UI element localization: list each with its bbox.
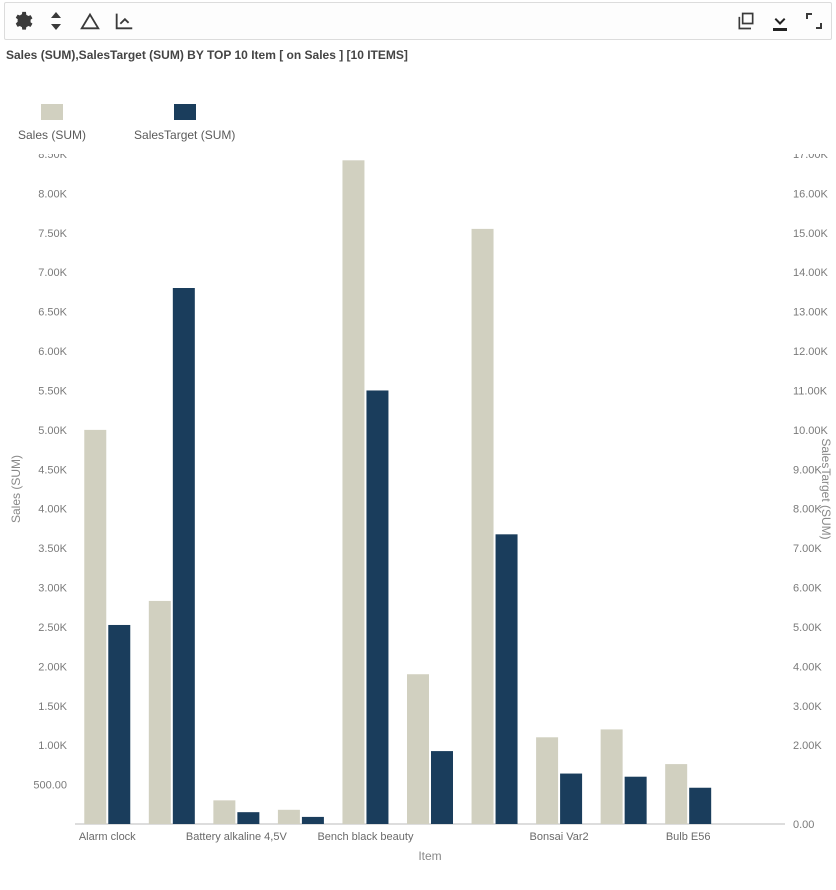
- legend-item-sales[interactable]: Sales (SUM): [18, 104, 86, 142]
- y-right-tick: 3.00K: [793, 701, 822, 713]
- toolbar-left: [11, 10, 135, 32]
- bar-target[interactable]: [108, 625, 130, 824]
- y-right-tick: 6.00K: [793, 583, 822, 595]
- bar-sales[interactable]: [84, 430, 106, 824]
- bar-sales[interactable]: [665, 764, 687, 824]
- bar-target[interactable]: [237, 812, 259, 824]
- bar-target[interactable]: [173, 288, 195, 824]
- legend: Sales (SUM) SalesTarget (SUM): [0, 66, 836, 142]
- legend-swatch-sales: [41, 104, 63, 120]
- y-right-tick: 9.00K: [793, 464, 822, 476]
- bar-target[interactable]: [302, 817, 324, 824]
- y-left-tick: 7.50K: [38, 228, 67, 240]
- y-right-tick: 0.00: [793, 819, 814, 831]
- y-right-tick: 4.00K: [793, 661, 822, 673]
- y-right-tick: 14.00K: [793, 267, 829, 279]
- y-right-tick: 12.00K: [793, 346, 829, 358]
- y-left-tick: 2.00K: [38, 661, 67, 673]
- x-axis-title: Item: [418, 849, 441, 863]
- legend-label: SalesTarget (SUM): [134, 128, 235, 142]
- x-category-label: Bonsai Var2: [530, 831, 589, 843]
- axisL-icon[interactable]: [113, 10, 135, 32]
- bar-target[interactable]: [689, 788, 711, 824]
- y-left-tick: 3.50K: [38, 543, 67, 555]
- y-left-tick: 1.50K: [38, 701, 67, 713]
- y-left-tick: 6.00K: [38, 346, 67, 358]
- bar-target[interactable]: [625, 777, 647, 824]
- bar-target[interactable]: [366, 390, 388, 824]
- delta-icon[interactable]: [79, 10, 101, 32]
- bar-sales[interactable]: [536, 737, 558, 824]
- y-right-tick: 7.00K: [793, 543, 822, 555]
- y-left-tick: 500.00: [33, 780, 67, 792]
- y-right-tick: 2.00K: [793, 740, 822, 752]
- chart-svg: 500.00 1.00K 1.50K 2.00K 2.50K 3.00K 3.50K 4.00…: [0, 154, 836, 874]
- toolbar: [4, 2, 832, 40]
- download-icon[interactable]: [769, 10, 791, 32]
- bar-sales[interactable]: [342, 160, 364, 824]
- chart-subtitle: Sales (SUM),SalesTarget (SUM) BY TOP 10 …: [0, 40, 836, 66]
- y-left-tick: 8.50K: [38, 154, 67, 161]
- bar-sales[interactable]: [213, 800, 235, 824]
- expand-icon[interactable]: [803, 10, 825, 32]
- bar-target[interactable]: [431, 751, 453, 824]
- y-right-tick: 10.00K: [793, 425, 829, 437]
- legend-item-target[interactable]: SalesTarget (SUM): [134, 104, 235, 142]
- bar-sales[interactable]: [149, 601, 171, 824]
- bar-sales[interactable]: [407, 674, 429, 824]
- y-left-tick: 4.50K: [38, 464, 67, 476]
- y-right-tick: 13.00K: [793, 307, 829, 319]
- y-left-tick: 6.50K: [38, 307, 67, 319]
- copy-icon[interactable]: [735, 10, 757, 32]
- y-left-tick: 7.00K: [38, 267, 67, 279]
- y-left-tick: 8.00K: [38, 188, 67, 200]
- bar-sales[interactable]: [472, 229, 494, 824]
- x-category-label: Bulb E56: [666, 831, 711, 843]
- y-right-tick: 15.00K: [793, 228, 829, 240]
- x-category-label: Battery alkaline 4,5V: [186, 831, 288, 843]
- y-left-tick: 1.00K: [38, 740, 67, 752]
- y-left-tick: 3.00K: [38, 583, 67, 595]
- bar-sales[interactable]: [278, 810, 300, 824]
- chart: 500.00 1.00K 1.50K 2.00K 2.50K 3.00K 3.50K 4.00…: [0, 154, 836, 879]
- toolbar-right: [735, 10, 825, 32]
- bar-target[interactable]: [496, 534, 518, 824]
- y-right-title: SalesTarget (SUM): [819, 438, 833, 539]
- y-right-tick: 16.00K: [793, 188, 829, 200]
- legend-swatch-target: [174, 104, 196, 120]
- y-left-title: Sales (SUM): [9, 455, 23, 523]
- bar-target[interactable]: [560, 774, 582, 824]
- y-left-tick: 5.50K: [38, 385, 67, 397]
- sort-icon[interactable]: [45, 10, 67, 32]
- gear-icon[interactable]: [11, 10, 33, 32]
- legend-label: Sales (SUM): [18, 128, 86, 142]
- y-left-tick: 2.50K: [38, 622, 67, 634]
- y-right-tick: 11.00K: [793, 385, 828, 397]
- y-left-tick: 4.00K: [38, 504, 67, 516]
- y-left-tick: 5.00K: [38, 425, 67, 437]
- x-category-label: Bench black beauty: [317, 831, 414, 843]
- y-right-tick: 17.00K: [793, 154, 829, 161]
- y-right-tick: 8.00K: [793, 504, 822, 516]
- bar-sales[interactable]: [601, 729, 623, 824]
- y-right-tick: 5.00K: [793, 622, 822, 634]
- x-category-label: Alarm clock: [79, 831, 136, 843]
